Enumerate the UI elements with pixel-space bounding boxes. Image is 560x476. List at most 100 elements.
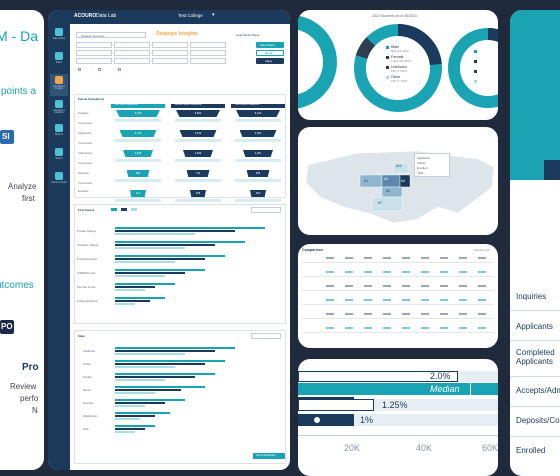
filter-select-11[interactable] — [152, 58, 188, 64]
right-row-label: Inquiries — [516, 292, 547, 301]
bar[interactable] — [115, 269, 205, 272]
bar[interactable] — [115, 288, 145, 291]
row-label: Deposits — [78, 171, 89, 175]
filter-select-8[interactable] — [190, 50, 226, 56]
filter-select-9[interactable] — [76, 58, 112, 64]
bar[interactable] — [115, 388, 181, 392]
legend-swatch — [386, 56, 389, 59]
filter-select-10[interactable] — [114, 58, 150, 64]
bar[interactable] — [115, 362, 205, 366]
load-filters-link[interactable]: Load Saved Filters — [236, 33, 260, 37]
apply-button[interactable]: Apply — [256, 58, 284, 64]
funnel-cell: 3,480 — [239, 130, 277, 137]
bar[interactable] — [115, 227, 265, 230]
bar[interactable] — [115, 347, 235, 350]
app-title: Data Lab — [96, 13, 117, 19]
bar[interactable] — [115, 417, 140, 420]
map-region[interactable] — [393, 162, 409, 174]
chart1-row-label: CIRP/RG Lists — [77, 271, 96, 275]
map-region[interactable] — [371, 196, 403, 212]
table-cell — [478, 285, 486, 287]
bar[interactable] — [115, 430, 135, 433]
filter-select-6[interactable] — [114, 50, 150, 56]
bar[interactable] — [115, 260, 175, 263]
us-map — [305, 150, 495, 224]
bar[interactable] — [115, 386, 205, 389]
bar[interactable] — [115, 229, 235, 233]
bar[interactable] — [115, 375, 195, 379]
sidebar-item-search[interactable]: Search — [50, 146, 68, 168]
bar[interactable] — [115, 404, 145, 407]
filter-select-3[interactable] — [152, 42, 188, 48]
bar[interactable] — [115, 412, 170, 415]
filter-select-1[interactable] — [76, 42, 112, 48]
table-cell — [459, 271, 467, 273]
map-region[interactable] — [399, 174, 411, 188]
bar[interactable] — [115, 391, 155, 394]
bar[interactable] — [115, 297, 165, 300]
filter-select-7[interactable] — [152, 50, 188, 56]
filter-select-12[interactable] — [190, 58, 226, 64]
funnel-title: Funnel Comparison — [78, 97, 105, 101]
chevron-down-icon[interactable]: ▾ — [212, 12, 215, 18]
table-cell — [478, 257, 486, 259]
bar[interactable] — [115, 257, 205, 261]
sidebar-item-reports[interactable]: Reports — [50, 122, 68, 144]
checkbox-1[interactable] — [78, 68, 81, 71]
map-region[interactable] — [381, 186, 403, 198]
bar[interactable] — [115, 241, 245, 244]
bar[interactable] — [115, 401, 165, 405]
filter-select-5[interactable] — [76, 50, 112, 56]
chart2-title: State — [78, 334, 85, 338]
bar[interactable] — [115, 352, 185, 355]
strategic-select[interactable]: Strategic Overview — [76, 32, 146, 38]
bar[interactable] — [115, 373, 215, 376]
row-label: Inquiries — [78, 111, 89, 115]
bar[interactable] — [115, 425, 155, 428]
bar[interactable] — [115, 246, 185, 249]
table-header-right: Showing 10 — [474, 248, 490, 252]
chart1-title: First Source — [78, 208, 95, 212]
bar[interactable] — [115, 285, 155, 289]
filter-icon — [55, 52, 63, 60]
bar[interactable] — [115, 414, 155, 418]
bar[interactable] — [115, 232, 195, 235]
bar[interactable] — [115, 255, 225, 258]
bar[interactable] — [115, 360, 225, 363]
chart2-select[interactable] — [251, 333, 281, 339]
table-cell — [478, 313, 486, 315]
bar[interactable] — [115, 243, 215, 247]
bar[interactable] — [115, 427, 145, 431]
bar[interactable] — [115, 302, 135, 305]
save-filters-button[interactable]: Save Filters — [256, 42, 284, 48]
bar[interactable] — [115, 399, 185, 402]
map-card: #12 #3 #1 #4 #2 #7 Applicants Admits Enr… — [298, 127, 498, 235]
bar[interactable] — [115, 283, 175, 286]
bar[interactable] — [115, 349, 215, 353]
filter-select-2[interactable] — [114, 42, 150, 48]
sidebar-item-filters[interactable]: Filters — [50, 50, 68, 72]
bar[interactable] — [115, 365, 175, 368]
table-cell — [440, 299, 448, 301]
bar[interactable] — [115, 378, 165, 381]
add-to-dashboard-button[interactable]: Add to Dashboard — [253, 453, 285, 459]
bar[interactable] — [115, 271, 185, 275]
checkbox-2[interactable] — [98, 68, 101, 71]
bar[interactable] — [115, 274, 165, 277]
table-row — [302, 304, 494, 305]
sidebar-item-admissions[interactable]: Admissions Analytics — [50, 98, 68, 120]
checkbox-3[interactable] — [118, 68, 121, 71]
filter-select-4[interactable] — [190, 42, 226, 48]
table-cell — [345, 327, 353, 329]
table-cell — [326, 257, 334, 259]
pro-text: Pro — [22, 362, 39, 373]
sidebar-item-enrollment[interactable]: Enrollment Insights — [50, 74, 68, 96]
chart1-select[interactable] — [251, 207, 281, 213]
school-select[interactable]: Test College — [178, 13, 203, 18]
reset-button[interactable]: Reset — [256, 50, 284, 56]
sidebar-item-data-library[interactable]: Data Library — [50, 26, 68, 48]
funnel-cell: 412 — [130, 190, 146, 197]
table-cell — [364, 285, 372, 287]
bar[interactable] — [115, 299, 150, 303]
sidebar-item-admin[interactable]: Admin Controls — [50, 170, 68, 192]
